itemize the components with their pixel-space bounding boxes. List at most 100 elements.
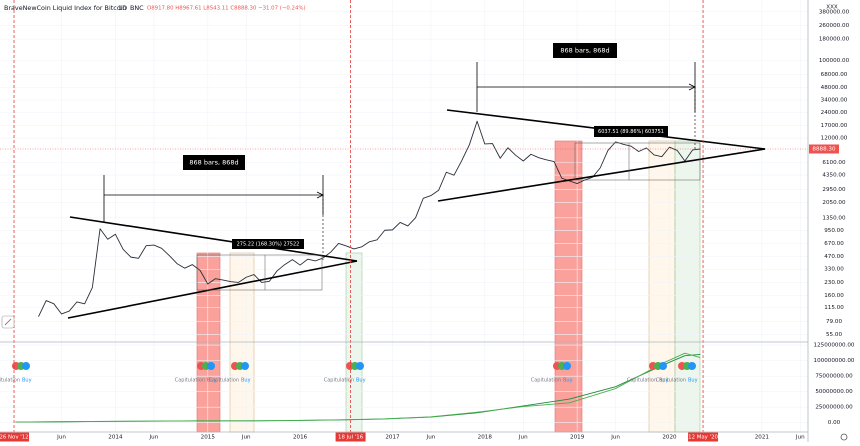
y-tick-label: 160.00 [824,293,844,299]
series-line [38,120,701,317]
signal-label: Capitulation [209,378,239,384]
accumulation-zone [648,140,676,433]
signal-label: Buy [22,378,32,384]
signal-label: Buy [356,378,366,384]
signal-dot [563,362,571,370]
annotation-box [553,43,617,58]
y-tick-label: 950.00 [824,228,844,234]
x-tick-label: 2020 [662,435,677,441]
y-tick-label: 50000000.00 [815,389,853,395]
x-tick-label: 2019 [570,435,585,441]
y-tick-label: 100000000.00 [814,358,855,364]
measure-box [594,126,668,137]
signal-label: Capitulation [324,378,354,384]
date-marker-box [0,432,30,442]
last-price-label: 8888.30 [812,146,836,152]
y-tick-label: 330.00 [824,267,844,273]
capitulation-zone [196,252,221,433]
y-tick-label: 1350.00 [822,215,846,221]
x-tick-label: Jun [56,435,66,441]
x-tick-label: Jun [518,435,528,441]
y-tick-label: 12000.00 [821,136,848,142]
ohlc: O8917.80 H8967.61 L8543.11 C8888.30 −31.… [147,6,306,12]
annotation: 868 bars, 868d [560,47,609,55]
header: BraveNewCoin Liquid Index for Bitcoin 1D… [4,4,838,12]
signal-label: Capitulation [627,378,657,384]
y-tick-label: 470.00 [824,254,844,260]
buy-zone [674,140,701,433]
date-marker-label: 12 May '20 [688,435,718,441]
y-tick-label: 79.00 [826,319,842,325]
signal-dot [207,362,215,370]
y-tick-label: 2050.00 [822,200,846,206]
trend-line [67,260,358,319]
date-marker-box [688,432,719,442]
buy-zone [345,252,363,433]
series-line [15,352,701,423]
y-tick-label: 24000.00 [821,110,848,116]
plot: CapitulationBuyCapitulationBuyCapitulati… [0,120,808,423]
signal-label: Capitulation [175,378,205,384]
drawings: 868 bars, 868d 868 bars, 868d 275.22 (16… [13,0,766,432]
x-tick-label: 2017 [385,435,400,441]
signal-dot [688,362,696,370]
x-tick-label: Jun [149,435,159,441]
axes: 380000.00 260000.00 180000.00 100000.00 6800… [0,9,855,442]
interval: 1D [118,4,127,12]
signal-label: Capitulation [531,378,561,384]
x-tick-label: Jun [426,435,436,441]
signal-dot [659,362,667,370]
y-tick-label: 55.00 [826,332,842,338]
last-price-box [809,144,839,154]
signal-dot [356,362,364,370]
y-tick-label: 260000.00 [819,23,850,29]
y-tick-label: 380000.00 [819,9,850,15]
y-tick-label: 4350.00 [822,173,846,179]
date-marker-box [335,432,366,442]
date-marker-label: 26 Nov '12 [0,435,29,441]
y-tick-label: 100000.00 [819,58,850,64]
y-tick-label: 670.00 [824,241,844,247]
settings-button[interactable] [840,433,848,441]
signal-dot [22,362,30,370]
trend-line [69,216,358,262]
chart-title: BraveNewCoin Liquid Index for Bitcoin [4,4,126,12]
x-tick-label: 2021 [755,435,770,441]
signal-label: Buy [659,378,669,384]
y-tick-label: 68000.00 [821,72,848,78]
measure-label: 6037.51 (89.86%) 603751 [598,129,664,135]
signal-label: Capitulation [656,378,686,384]
trend-line [437,148,766,202]
x-tick-label: 2018 [478,435,493,441]
price-range-box [574,142,701,181]
signal-dot [241,362,249,370]
measure-label: 275.22 (168.30%) 27522 [237,242,300,248]
y-tick-label: 0.00 [828,420,841,426]
measure-box [232,239,304,249]
grid [0,0,808,432]
y-tick-label: 180000.00 [819,37,850,43]
signal-label: Buy [688,378,698,384]
signal-label: Buy [207,378,217,384]
y-tick-label: 230.00 [824,280,844,286]
annotation: 868 bars, 868d [189,159,238,167]
y-tick-label: 6100.00 [822,160,846,166]
x-tick-label: Jun [610,435,620,441]
y-tick-label: 2950.00 [822,187,846,193]
exchange: BNC [130,4,144,12]
tool-icon [4,318,12,326]
y-tick-label: 125000000.00 [814,343,855,349]
y-tick-label: 34000.00 [821,98,848,104]
x-tick-label: Jun [241,435,251,441]
price-range-box [196,254,323,291]
signal-label: Capitulation [0,378,20,384]
capitulation-zone [554,140,583,433]
date-marker-label: 18 Jul '16 [338,435,364,441]
y-tick-label: 75000000.00 [815,374,853,380]
x-tick-label: 2016 [293,435,308,441]
annotation-box [183,155,245,170]
y-tick-label: 17000.00 [821,123,848,129]
y-tick-label: 25000000.00 [815,405,853,411]
